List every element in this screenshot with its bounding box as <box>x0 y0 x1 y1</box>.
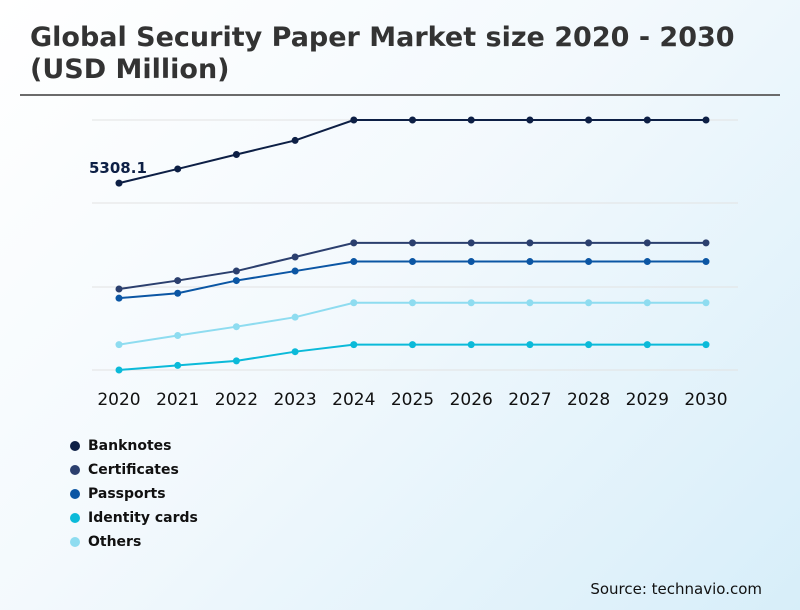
point-identity-cards-2024 <box>350 341 358 349</box>
point-others-2024 <box>350 299 358 307</box>
chart-legend: Banknotes Certificates Passports Identity c… <box>70 434 198 554</box>
point-banknotes-2021 <box>174 165 182 173</box>
legend-marker-identity-cards <box>70 513 80 523</box>
point-banknotes-2020 <box>115 179 123 187</box>
series-line-banknotes <box>118 119 706 185</box>
point-others-2025 <box>409 299 416 307</box>
x-tick-label-2020: 2020 <box>97 390 140 410</box>
x-tick-label-2025: 2025 <box>391 390 434 410</box>
point-certificates-2027 <box>526 239 534 247</box>
point-certificates-2020 <box>115 285 123 293</box>
point-others-2020 <box>115 341 123 349</box>
point-others-2022 <box>232 323 240 331</box>
chart-title: Global Security Paper Market size 2020 -… <box>30 22 735 85</box>
point-passports-2027 <box>526 258 534 266</box>
series-line-passports <box>118 260 706 300</box>
source-caption: Source: technavio.com <box>590 580 762 598</box>
point-others-2023 <box>291 313 299 321</box>
legend-item-passports: Passports <box>70 482 198 506</box>
point-banknotes-2025 <box>409 116 416 124</box>
point-certificates-2028 <box>585 239 593 247</box>
legend-marker-certificates <box>70 465 80 475</box>
point-banknotes-2030 <box>702 116 710 124</box>
point-banknotes-2028 <box>585 116 593 124</box>
point-banknotes-2022 <box>232 151 240 159</box>
point-passports-2023 <box>291 267 299 275</box>
point-passports-2021 <box>174 289 182 297</box>
line-chart: 2020 2021 2022 2023 2024 2025 2026 2027 2028 2029… <box>89 116 738 410</box>
x-tick-label-2022: 2022 <box>215 390 258 410</box>
point-others-2029 <box>643 299 651 307</box>
point-certificates-2024 <box>350 239 358 247</box>
point-others-2026 <box>467 299 475 307</box>
point-certificates-2023 <box>291 253 299 261</box>
legend-label-banknotes: Banknotes <box>88 438 172 454</box>
x-tick-label-2026: 2026 <box>450 390 493 410</box>
point-certificates-2021 <box>174 277 182 285</box>
point-passports-2026 <box>467 258 475 266</box>
x-tick-label-2028: 2028 <box>567 390 610 410</box>
legend-item-others: Others <box>70 530 198 554</box>
point-passports-2022 <box>232 277 240 285</box>
legend-label-others: Others <box>88 534 142 550</box>
point-others-2021 <box>174 331 182 339</box>
point-others-2030 <box>702 299 710 307</box>
point-banknotes-2026 <box>467 116 475 124</box>
point-banknotes-2029 <box>643 116 651 124</box>
point-identity-cards-2020 <box>115 366 123 374</box>
legend-item-banknotes: Banknotes <box>70 434 198 458</box>
point-passports-2025 <box>409 258 416 266</box>
legend-marker-others <box>70 537 80 547</box>
data-label-banknotes-2020: 5308.1 <box>89 159 147 177</box>
point-identity-cards-2027 <box>526 341 534 349</box>
point-others-2027 <box>526 299 534 307</box>
x-tick-label-2021: 2021 <box>156 390 199 410</box>
point-identity-cards-2029 <box>643 341 651 349</box>
x-tick-label-2023: 2023 <box>273 390 316 410</box>
point-certificates-2030 <box>702 239 710 247</box>
point-identity-cards-2025 <box>409 341 416 349</box>
point-identity-cards-2026 <box>467 341 475 349</box>
legend-item-identity-cards: Identity cards <box>70 506 198 530</box>
point-banknotes-2027 <box>526 116 534 124</box>
point-certificates-2025 <box>409 239 416 247</box>
x-tick-label-2030: 2030 <box>684 390 727 410</box>
point-identity-cards-2028 <box>585 341 593 349</box>
legend-marker-passports <box>70 489 80 499</box>
series-line-identity-cards <box>118 343 706 371</box>
x-tick-label-2029: 2029 <box>626 390 669 410</box>
point-passports-2029 <box>643 258 651 266</box>
legend-marker-banknotes <box>70 441 80 451</box>
point-identity-cards-2030 <box>702 341 710 349</box>
point-certificates-2029 <box>643 239 651 247</box>
point-others-2028 <box>585 299 593 307</box>
point-banknotes-2024 <box>350 116 358 124</box>
point-passports-2028 <box>585 258 593 266</box>
point-identity-cards-2023 <box>291 348 299 356</box>
point-passports-2024 <box>350 258 358 266</box>
point-banknotes-2023 <box>291 136 299 144</box>
x-tick-label-2027: 2027 <box>508 390 551 410</box>
legend-label-certificates: Certificates <box>88 462 179 478</box>
x-tick-label-2024: 2024 <box>332 390 375 410</box>
point-identity-cards-2022 <box>232 357 240 365</box>
point-certificates-2022 <box>232 267 240 275</box>
point-identity-cards-2021 <box>174 361 182 369</box>
point-certificates-2026 <box>467 239 475 247</box>
legend-item-certificates: Certificates <box>70 458 198 482</box>
series-line-others <box>118 301 706 346</box>
title-divider <box>20 94 780 96</box>
point-passports-2020 <box>115 294 123 302</box>
point-passports-2030 <box>702 258 710 266</box>
legend-label-passports: Passports <box>88 486 166 502</box>
legend-label-identity-cards: Identity cards <box>88 510 198 526</box>
series-line-certificates <box>118 241 706 291</box>
